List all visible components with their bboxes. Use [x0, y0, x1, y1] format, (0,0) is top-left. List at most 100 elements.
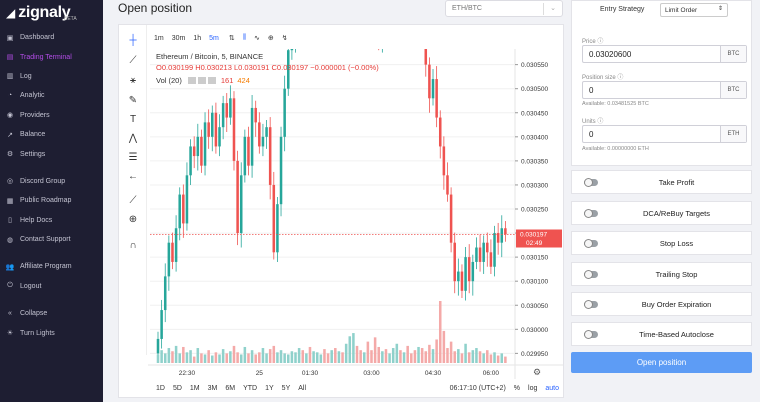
sidebar-item-public-roadmap[interactable]: ▦ Public Roadmap — [0, 191, 103, 210]
balance-icon: ↗ — [7, 131, 13, 139]
logout-icon: ⏻ — [7, 282, 13, 290]
info-icon: ⓘ — [597, 119, 604, 125]
volume-bar — [457, 349, 460, 363]
candle-body — [438, 117, 442, 147]
sidebar-item-analytic[interactable]: ◔ Analytic — [0, 86, 103, 105]
sidebar-item-providers[interactable]: ◉ Providers — [0, 106, 103, 125]
indicators-icon[interactable]: ∿ — [254, 35, 260, 42]
volume-bar — [417, 346, 420, 363]
sidebar-item-affiliate-program[interactable]: 👥 Affiliate Program — [0, 257, 103, 276]
sidebar-item-log[interactable]: ▥ Log — [0, 67, 103, 86]
volume-bar — [438, 301, 442, 363]
volume-bar — [478, 351, 482, 363]
sidebar-item-help-docs[interactable]: ▯ Help Docs — [0, 211, 103, 230]
toggle-row-dca-rebuy-targets[interactable]: DCA/ReBuy Targets — [571, 201, 752, 225]
units-label-text: Units — [582, 119, 596, 125]
range-5d[interactable]: 5D — [172, 384, 182, 392]
units-field[interactable]: 0 ETH — [582, 125, 747, 143]
toggle-knob — [584, 239, 593, 248]
candle-body — [287, 50, 290, 89]
settings-icon[interactable] — [197, 77, 206, 84]
toggle-row-buy-order-expiration[interactable]: Buy Order Expiration — [571, 292, 752, 316]
brand-logo[interactable]: ◢ zignaly BETA — [0, 0, 103, 26]
toggle-switch[interactable] — [584, 209, 598, 218]
toggle-switch[interactable] — [584, 239, 598, 248]
sidebar-item-logout[interactable]: ⏻ Logout — [0, 277, 103, 296]
sidebar-item-collapse[interactable]: « Collapse — [0, 304, 103, 323]
interval-1h[interactable]: 1h — [193, 34, 202, 42]
open-position-button[interactable]: Open position — [571, 352, 752, 373]
magnet-icon[interactable]: ∩ — [129, 239, 137, 251]
price-field[interactable]: 0.03020600 BTC — [582, 45, 747, 63]
toggle-switch[interactable] — [584, 270, 598, 279]
toggle-row-take-profit[interactable]: Take Profit — [571, 170, 752, 194]
position-size-field[interactable]: 0 BTC — [582, 81, 747, 99]
candles-icon[interactable]: ⫼ — [242, 34, 246, 41]
trend-line-icon[interactable]: ⟋ — [129, 54, 137, 66]
candle-body — [272, 184, 276, 253]
volume-bar — [395, 343, 399, 363]
auto-toggle[interactable]: auto — [545, 384, 559, 392]
interval-1m[interactable]: 1m — [154, 34, 164, 42]
ruler-icon[interactable]: ⟋ — [129, 194, 137, 206]
sidebar-item-discord-group[interactable]: ◎ Discord Group — [0, 172, 103, 191]
range-1d[interactable]: 1D — [156, 384, 165, 392]
chevron-down-icon: ⌄ — [550, 5, 556, 12]
volume-bar — [348, 336, 352, 363]
toggle-switch[interactable] — [584, 330, 598, 339]
range-5y[interactable]: 5Y — [281, 384, 291, 392]
volume-bar — [254, 354, 257, 363]
toggle-switch[interactable] — [584, 178, 598, 187]
sidebar-item-trading-terminal[interactable]: ▤ Trading Terminal — [0, 47, 103, 66]
sidebar-item-settings[interactable]: ⚙ Settings — [0, 144, 103, 163]
toggle-label: Take Profit — [658, 177, 695, 187]
sidebar-item-dashboard[interactable]: ▣ Dashboard — [0, 28, 103, 47]
entry-strategy-select[interactable]: Limit Order ⇕ — [660, 3, 728, 17]
toggle-row-time-based-autoclose[interactable]: Time-Based Autoclose — [571, 322, 752, 346]
compare-icon[interactable]: ↯ — [281, 35, 288, 42]
pattern-tool-icon[interactable]: ⋀ — [128, 132, 138, 144]
range-all[interactable]: All — [298, 384, 307, 392]
brush-icon[interactable]: ✎ — [128, 94, 138, 106]
candle-body — [207, 122, 210, 137]
interval-5m[interactable]: 5m — [209, 34, 219, 42]
range-3m[interactable]: 3M — [207, 384, 218, 392]
volume-bar — [420, 348, 424, 363]
candle-body — [464, 257, 467, 291]
range-1y[interactable]: 1Y — [265, 384, 274, 392]
interval-30m[interactable]: 30m — [171, 34, 186, 42]
toggle-row-stop-loss[interactable]: Stop Loss — [571, 231, 752, 255]
range-6m[interactable]: 6M — [225, 384, 236, 392]
y-tick-label: 0.029950 — [521, 351, 548, 358]
volume-bar — [504, 356, 507, 363]
text-tool-icon[interactable]: T — [129, 113, 137, 125]
range-ytd[interactable]: YTD — [243, 384, 258, 392]
eye-icon[interactable] — [187, 77, 196, 84]
bar-style-icon[interactable]: ⇅ — [228, 35, 235, 42]
units-label: Units ⓘ — [582, 116, 603, 125]
pair-select[interactable]: ETH/BTC ⌄ — [445, 0, 563, 17]
page-title: Open position — [118, 1, 193, 15]
toggle-switch[interactable] — [584, 300, 598, 309]
volume-bar — [182, 346, 185, 363]
range-1m[interactable]: 1M — [189, 384, 200, 392]
sidebar-item-turn-lights[interactable]: ☀ Turn Lights — [0, 323, 103, 342]
back-arrow-icon[interactable]: ← — [128, 170, 138, 182]
clock-readout[interactable]: 06:17:10 (UTC+2) — [449, 384, 506, 392]
price-chart[interactable]: 0.030550 0.030500 0.030450 0.030400 0.030350… — [148, 49, 563, 379]
close-icon[interactable] — [207, 77, 216, 84]
volume-bar — [486, 350, 489, 363]
candle-body — [442, 146, 446, 176]
percent-toggle[interactable]: % — [513, 384, 521, 392]
add-icon[interactable]: ⊕ — [267, 35, 274, 42]
candle-body — [239, 175, 243, 234]
sidebar-item-balance[interactable]: ↗ Balance — [0, 125, 103, 144]
toggle-row-trailing-stop[interactable]: Trailing Stop — [571, 262, 752, 286]
zoom-in-icon[interactable]: ⊕ — [128, 213, 138, 225]
crosshair-icon[interactable]: ┼ — [129, 34, 137, 46]
fib-tool-icon[interactable]: ⚹ — [130, 74, 136, 86]
log-toggle[interactable]: log — [528, 384, 538, 392]
sidebar-item-contact-support[interactable]: ◍ Contact Support — [0, 230, 103, 249]
prediction-tool-icon[interactable]: ☰ — [128, 151, 138, 163]
y-tick-label: 0.030550 — [521, 62, 548, 69]
